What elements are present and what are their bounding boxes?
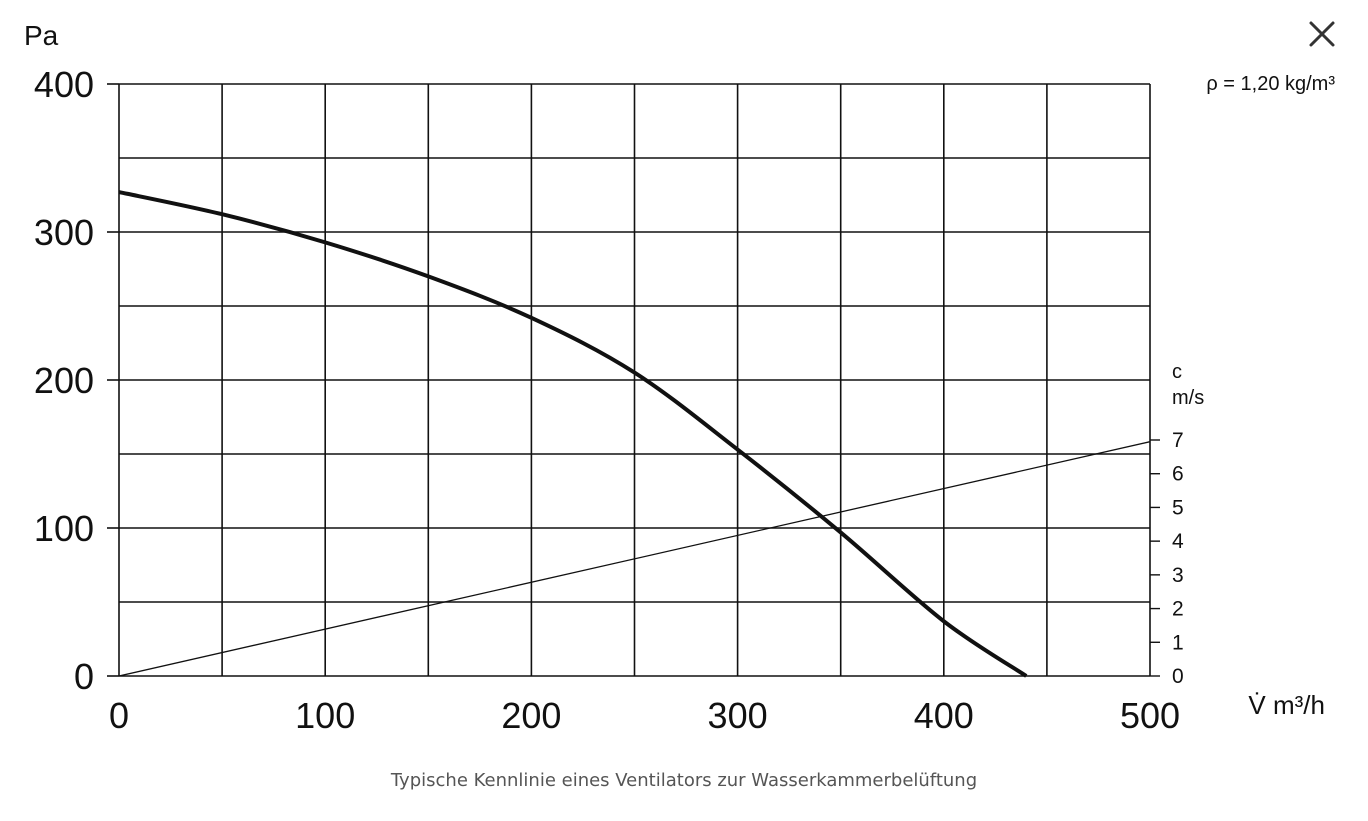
y-tick-label: 400 (34, 64, 94, 105)
pressure-curve (118, 190, 1028, 678)
fan-characteristic-chart: 0 100 200 300 400 500 0 100 200 300 400 0 1 2 3 4 5 6 7 Pa… (24, 20, 1335, 736)
x-tick-label: 0 (109, 695, 129, 736)
x-tick-label: 300 (708, 695, 768, 736)
y-tick-label: 300 (34, 212, 94, 253)
y2-tick-label: 5 (1172, 496, 1184, 519)
y-tick-label: 100 (34, 508, 94, 549)
y-tick-label: 200 (34, 360, 94, 401)
x-tick-label: 100 (295, 695, 355, 736)
x-tick-label: 500 (1120, 695, 1180, 736)
x-tick-label: 200 (501, 695, 561, 736)
density-note: ρ = 1,20 kg/m³ (1206, 73, 1335, 95)
velocity-line (118, 441, 1151, 677)
y2-tick-label: 0 (1172, 665, 1184, 688)
y2-tick-label: 3 (1172, 564, 1184, 587)
y2-tick-label: 6 (1172, 463, 1184, 486)
figure-caption: Typische Kennlinie eines Ventilators zur… (390, 770, 978, 791)
y-axis-label: Pa (24, 20, 59, 51)
y-tick-label: 0 (74, 656, 94, 697)
y2-tick-label: 4 (1172, 530, 1184, 553)
close-icon (1309, 21, 1335, 47)
y2-tick-label: 2 (1172, 598, 1184, 621)
y2-axis-label-symbol: c (1172, 361, 1182, 383)
close-button[interactable] (1306, 18, 1338, 50)
y2-axis-label-unit: m/s (1172, 387, 1204, 409)
chart-tick-labels: 0 100 200 300 400 500 0 100 200 300 400 0 1 2 3 4 5 6 7 (34, 64, 1184, 736)
y2-tick-label: 7 (1172, 429, 1184, 452)
x-axis-label: V̇ m³/h (1248, 690, 1325, 720)
chart-series (118, 190, 1151, 678)
chart-grid (107, 83, 1151, 677)
x-tick-label: 400 (914, 695, 974, 736)
y2-tick-label: 1 (1172, 631, 1184, 654)
